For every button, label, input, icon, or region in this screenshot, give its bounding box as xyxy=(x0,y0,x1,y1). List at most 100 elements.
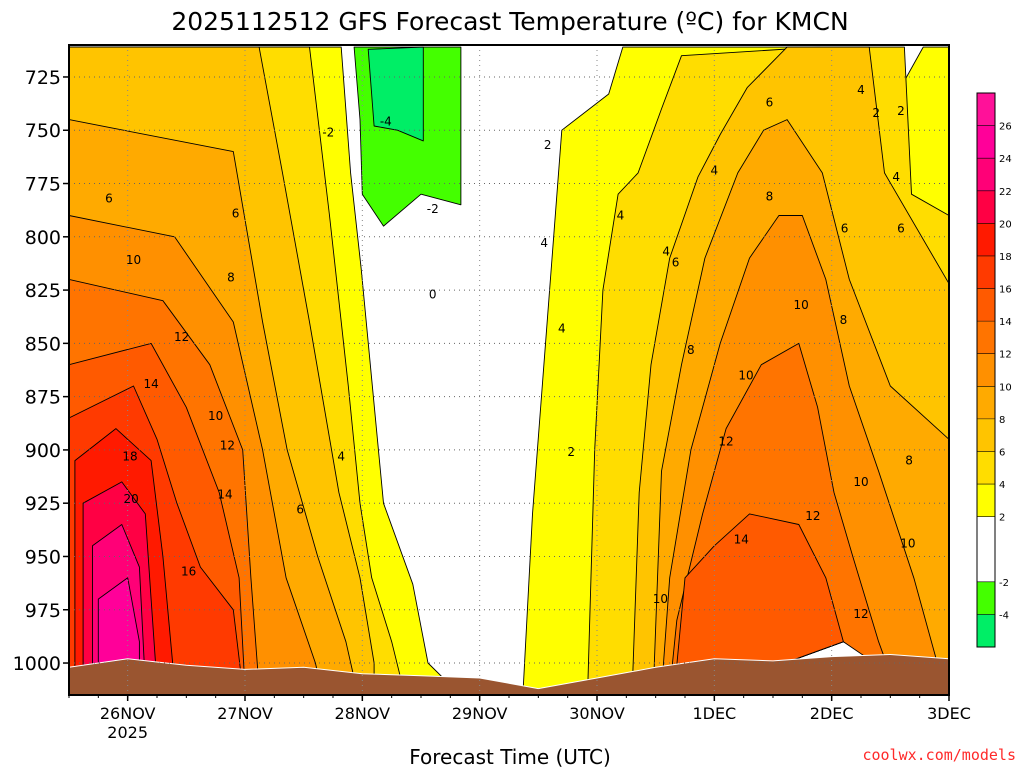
contour-label: 14 xyxy=(217,488,232,502)
y-tick-label: 875 xyxy=(25,387,61,409)
contour-label: 8 xyxy=(227,270,235,284)
colorbar-tick-label: -4 xyxy=(999,610,1009,621)
contour-label: 4 xyxy=(857,83,865,97)
y-tick-label: 925 xyxy=(25,493,61,515)
contour-label: 4 xyxy=(617,208,625,222)
colorbar-tick-label: 24 xyxy=(999,154,1012,165)
contour-label: 6 xyxy=(841,221,849,235)
contour-label: 12 xyxy=(174,330,189,344)
y-tick-label: 750 xyxy=(25,120,61,142)
colorbar-swatch xyxy=(977,353,995,387)
contour-label: -4 xyxy=(380,115,392,129)
contour-label: 10 xyxy=(738,368,753,382)
colorbar-tick-label: 10 xyxy=(999,382,1012,393)
contour-label: 12 xyxy=(220,439,235,453)
colorbar-swatch xyxy=(977,190,995,224)
contour-label: 6 xyxy=(766,96,774,110)
contour-label: 6 xyxy=(232,206,240,220)
chart-title: 2025112512 GFS Forecast Temperature (ºC)… xyxy=(171,7,848,36)
x-axis-title: Forecast Time (UTC) xyxy=(409,745,611,768)
colorbar-tick-label: 2 xyxy=(999,513,1005,524)
contour-label: 4 xyxy=(892,170,900,184)
y-tick-label: 800 xyxy=(25,227,61,249)
colorbar-tick-label: 8 xyxy=(999,415,1005,426)
colorbar-swatch xyxy=(977,321,995,354)
contour-label: 2 xyxy=(544,138,552,152)
contour-label: 10 xyxy=(126,253,141,267)
colorbar-frame xyxy=(976,92,996,648)
terrain-layer xyxy=(69,653,949,695)
colorbar-swatch xyxy=(977,288,995,322)
colorbar-swatch xyxy=(977,125,995,159)
contour-label: -2 xyxy=(427,202,439,216)
y-tick-label: 950 xyxy=(25,546,61,568)
temperature-bands xyxy=(69,45,949,695)
contour-label: 2 xyxy=(567,445,575,459)
colorbar-swatch xyxy=(977,386,995,419)
x-tick-label: 2DEC xyxy=(810,704,854,723)
colorbar-swatch xyxy=(977,223,995,256)
colorbar-swatch xyxy=(977,614,995,647)
contour-label: -2 xyxy=(322,125,334,139)
y-tick-label: 975 xyxy=(25,600,61,622)
contour-labels: 66108121410121814206164-2-4-202442446841… xyxy=(105,83,916,621)
contour-label: 12 xyxy=(718,434,733,448)
contour-label: 4 xyxy=(711,164,719,178)
contour-label: 8 xyxy=(687,343,695,357)
colorbar-tick-label: 22 xyxy=(999,187,1012,198)
contour-label: 6 xyxy=(897,221,905,235)
colorbar-swatch xyxy=(977,581,995,615)
colorbar-tick-label: 14 xyxy=(999,317,1012,328)
contour-label: 12 xyxy=(853,607,868,621)
contour-label: 4 xyxy=(540,236,548,250)
colorbar-swatch xyxy=(977,93,995,126)
contour-label: 10 xyxy=(853,475,868,489)
contour-label: 10 xyxy=(208,409,223,423)
y-tick-label: 825 xyxy=(25,280,61,302)
contour-label: 12 xyxy=(805,509,820,523)
contour-label: 6 xyxy=(296,503,304,517)
contour-label: 10 xyxy=(653,592,668,606)
y-tick-label: 1000 xyxy=(13,653,61,675)
contour-label: 16 xyxy=(181,564,196,578)
x-tick-sublabel: 2025 xyxy=(107,723,148,742)
colorbar-swatch xyxy=(977,451,995,485)
contour-label: 8 xyxy=(905,454,913,468)
y-tick-label: 775 xyxy=(25,174,61,196)
x-tick-label: 27NOV xyxy=(217,704,273,723)
colorbar-tick-label: -2 xyxy=(999,578,1009,589)
colorbar-tick-label: 16 xyxy=(999,285,1012,296)
colorbar-tick-label: 26 xyxy=(999,122,1012,133)
x-tick-label: 30NOV xyxy=(569,704,625,723)
terrain-fill xyxy=(69,653,949,695)
contour-label: 2 xyxy=(872,106,880,120)
credit-link[interactable]: coolwx.com/models xyxy=(862,746,1016,764)
contour-label: 0 xyxy=(429,287,437,301)
x-tick-label: 1DEC xyxy=(692,704,736,723)
x-tick-label: 3DEC xyxy=(927,704,971,723)
contour-label: 8 xyxy=(766,189,774,203)
y-tick-label: 850 xyxy=(25,333,61,355)
contour-label: 6 xyxy=(672,255,680,269)
contour-label: 14 xyxy=(734,532,749,546)
colorbar-swatch xyxy=(977,516,995,582)
colorbar-tick-label: 18 xyxy=(999,252,1012,263)
contour-label: 6 xyxy=(105,191,113,205)
contour-label: 4 xyxy=(337,449,345,463)
contour-label: 4 xyxy=(662,245,670,259)
y-tick-label: 900 xyxy=(25,440,61,462)
contour-label: 20 xyxy=(124,492,139,506)
colorbar-tick-label: 4 xyxy=(999,480,1005,491)
contour-label: 4 xyxy=(558,321,566,335)
colorbar-tick-label: 6 xyxy=(999,447,1005,458)
pressure-axis: 725 750 775 800 825 850 875 900 925 950 975 1000 xyxy=(13,67,69,675)
contour-label: 10 xyxy=(794,298,809,312)
colorbar-swatch xyxy=(977,255,995,289)
contour-label: 18 xyxy=(122,449,137,463)
colorbar-swatch xyxy=(977,484,995,517)
temperature-band xyxy=(367,46,424,142)
contour-label: 10 xyxy=(900,537,915,551)
